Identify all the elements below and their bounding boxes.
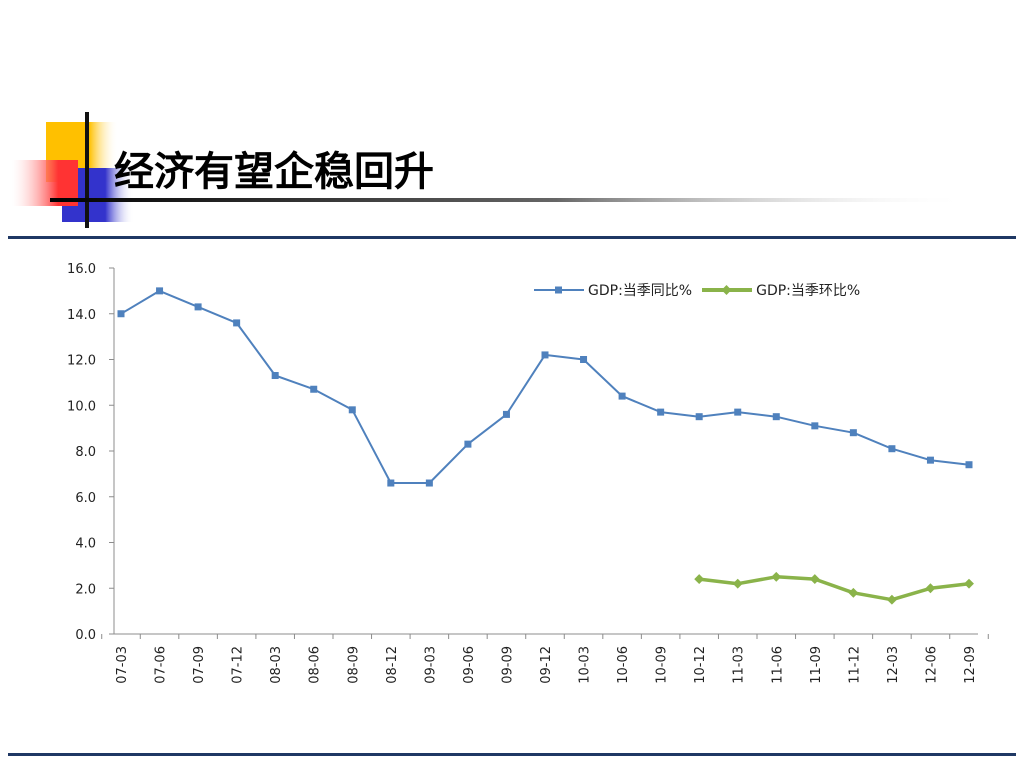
legend-line-qoq [702,285,753,295]
data-point-yoy [425,479,433,487]
header-rule [8,236,1016,239]
x-tick-label: 08-12 [385,646,400,684]
data-point-qoq [886,594,897,605]
x-tick-label: 07-06 [154,646,169,684]
y-axis: 0.0 2.0 4.0 6.0 8.0 10.0 12.0 14.0 16.0 [67,262,115,643]
data-point-yoy [194,303,202,311]
legend-item-yoy: GDP:当季同比% [534,280,692,300]
x-tick-label: 09-09 [500,646,515,684]
title-decoration [8,112,1016,239]
data-point-qoq [964,578,974,589]
x-tick-label: 07-12 [231,646,246,684]
x-axis: 07-03 07-06 07-09 07-12 08-03 08-06 08-09 08-12… [101,633,989,684]
data-point-yoy [734,408,742,416]
title-underline [50,198,970,202]
legend-label-yoy: GDP:当季同比% [588,283,693,299]
legend-item-qoq: GDP:当季环比% [702,280,860,300]
data-point-qoq [925,583,936,594]
x-tick-label: 12-09 [963,646,978,684]
y-tick-label: 0.0 [75,628,96,643]
x-tick-label: 09-03 [423,646,438,684]
x-tick-label: 08-03 [269,646,284,684]
x-tick-label: 12-03 [886,646,901,684]
data-point-qoq [809,574,820,585]
data-point-qoq [732,578,743,589]
data-point-qoq [771,571,782,582]
y-tick-label: 8.0 [75,445,96,460]
x-tick-label: 09-06 [462,646,477,684]
data-point-yoy [888,445,896,453]
data-point-yoy [541,351,549,359]
data-point-yoy [310,385,318,393]
x-tick-label: 12-06 [924,646,939,684]
data-point-yoy [772,413,780,421]
legend-line-yoy [534,286,584,294]
legend-square-marker [555,286,562,294]
series-lines [117,287,974,605]
series-line-yoy [120,289,970,484]
x-tick-label: 10-12 [693,646,708,684]
data-point-yoy [965,461,973,469]
y-tick-label: 14.0 [67,308,96,323]
legend-diamond-marker [721,285,732,295]
y-tick-label: 12.0 [67,354,96,369]
x-tick-label: 09-12 [539,646,554,684]
x-tick-label: 11-03 [732,646,747,684]
x-tick-label: 08-09 [346,646,361,684]
deco-vertical-bar [85,112,89,228]
x-tick-label: 07-09 [192,646,207,684]
data-point-yoy [811,422,819,430]
data-point-qoq [694,574,705,585]
y-tick-label: 4.0 [75,537,96,552]
legend-label-qoq: GDP:当季环比% [756,283,861,299]
data-point-yoy [849,429,857,437]
y-tick-label: 2.0 [75,582,96,597]
x-tick-label: 11-12 [847,646,862,684]
data-point-yoy [464,440,472,448]
data-point-yoy [618,392,626,400]
slide-title: 经济有望企稳回升 [114,149,434,195]
series-line-qoq [698,575,970,602]
data-point-yoy [233,319,241,327]
y-tick-label: 10.0 [67,399,96,414]
data-point-yoy [695,413,703,421]
x-tick-label: 07-03 [115,646,130,684]
data-point-yoy [117,310,125,318]
data-point-qoq [848,587,859,598]
data-point-yoy [387,479,395,487]
y-tick-label: 6.0 [75,491,96,506]
data-point-yoy [156,287,164,295]
gdp-line-chart: 0.02.04.06.08.010.012.014.016.0 07-03 07-… [67,262,989,684]
data-point-yoy [580,356,588,363]
data-point-yoy [926,456,934,464]
x-tick-label: 10-06 [616,646,631,684]
data-point-yoy [502,410,510,418]
footer-rule [8,753,1016,756]
data-point-yoy [271,372,279,380]
y-tick-label: 16.0 [67,262,96,277]
x-tick-label: 08-06 [308,646,323,684]
x-tick-label: 10-09 [655,646,670,684]
data-point-yoy [657,408,665,416]
x-tick-label: 11-09 [809,646,824,684]
x-tick-label: 10-03 [578,646,593,684]
chart-legend: GDP:当季同比% GDP:当季环比% [534,279,870,301]
data-point-yoy [348,406,356,414]
x-tick-label: 11-06 [770,646,785,684]
